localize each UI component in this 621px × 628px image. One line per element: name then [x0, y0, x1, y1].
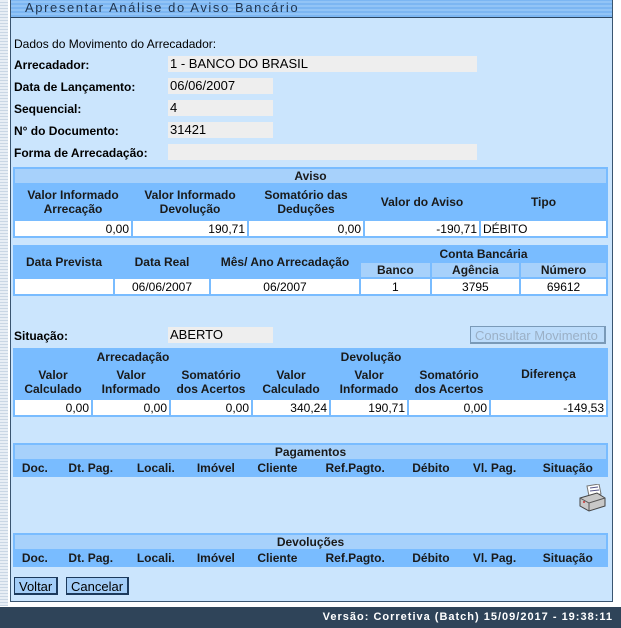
devolucoes-title: Devoluções	[15, 535, 606, 549]
field-label-forma: Forma de Arrecadação:	[14, 146, 148, 160]
page-title: Apresentar Análise do Aviso Bancário	[11, 0, 612, 18]
printer-icon[interactable]	[577, 484, 607, 512]
field-sequencial: 4	[168, 100, 273, 116]
col-header: Débito	[412, 461, 450, 475]
cell: 0,00	[249, 221, 363, 236]
col-header: Locali.	[136, 551, 175, 565]
col-header: Ref.Pagto.	[325, 551, 385, 565]
col-header: Valor Informado	[339, 368, 399, 396]
cell: 69612	[521, 279, 606, 294]
col-header: Locali.	[136, 461, 175, 475]
col-header: Doc.	[21, 551, 48, 565]
field-arrecadador: 1 - BANCO DO BRASIL	[168, 56, 477, 72]
section-label: Dados do Movimento do Arrecadador:	[14, 37, 217, 51]
datas-table: Data Prevista Data Real Mês/ Ano Arrecad…	[13, 245, 608, 296]
cell: 190,71	[133, 221, 247, 236]
col-header: Tipo	[530, 195, 557, 209]
col-header: Vl. Pag.	[472, 461, 517, 475]
diferenca-header: Diferença	[521, 367, 576, 381]
col-header: Débito	[412, 551, 450, 565]
field-label-sequencial: Sequencial:	[14, 102, 82, 116]
situacao-label: Situação:	[14, 329, 69, 343]
field-forma-arrecadacao	[168, 144, 477, 160]
cell: 0,00	[409, 400, 489, 415]
col-header: Situação	[542, 461, 593, 475]
col-header: Data Real	[134, 255, 190, 269]
arrecadacao-header: Arrecadação	[96, 350, 170, 364]
cell: 06/2007	[211, 279, 359, 294]
col-header: Somatório das Deduções	[264, 188, 348, 216]
field-data-lancamento: 06/06/2007	[168, 78, 273, 94]
left-strip	[0, 0, 8, 606]
col-header: Imóvel	[196, 551, 235, 565]
cell: 0,00	[171, 400, 251, 415]
cell: 0,00	[15, 221, 131, 236]
col-header: Somatório dos Acertos	[176, 368, 246, 396]
col-header: Situação	[542, 551, 593, 565]
main-panel: Apresentar Análise do Aviso Bancário	[10, 0, 613, 602]
col-header: Ref.Pagto.	[325, 461, 385, 475]
conta-title: Conta Bancária	[439, 247, 528, 261]
col-header: Valor Informado Devolução	[144, 188, 236, 216]
cell	[15, 279, 113, 294]
col-header: Imóvel	[196, 461, 235, 475]
col-header: Valor Calculado	[262, 368, 320, 396]
col-header: Valor do Aviso	[380, 195, 464, 209]
col-header: Mês/ Ano Arrecadação	[220, 255, 350, 269]
consultar-movimento-button[interactable]: Consultar Movimento	[470, 326, 606, 344]
cell: 0,00	[93, 400, 169, 415]
cell: 0,00	[15, 400, 91, 415]
situacao-field: ABERTO	[168, 327, 273, 343]
col-header: Cliente	[257, 551, 298, 565]
col-header: Data Prevista	[25, 255, 103, 269]
col-header: Doc.	[21, 461, 48, 475]
cell: 190,71	[331, 400, 407, 415]
aviso-title: Aviso	[15, 169, 606, 183]
valores-table: Arrecadação Devolução Diferença Valor Ca…	[13, 348, 608, 417]
col-header: Vl. Pag.	[472, 551, 517, 565]
cell: 06/06/2007	[115, 279, 209, 294]
cell: 3795	[431, 279, 520, 294]
field-documento: 31421	[168, 122, 273, 138]
col-header: Agência	[431, 263, 520, 277]
col-header: Banco	[361, 263, 430, 277]
cancelar-button[interactable]: Cancelar	[66, 577, 130, 595]
col-header: Valor Calculado	[24, 368, 82, 396]
devolucao-header: Devolução	[340, 350, 402, 364]
col-header: Cliente	[257, 461, 298, 475]
cell: 340,24	[253, 400, 329, 415]
col-header: Valor Informado	[101, 368, 161, 396]
devolucoes-table: Devoluções Doc. Dt. Pag. Locali. Imóvel …	[13, 533, 608, 567]
field-label-arrecadador: Arrecadador:	[14, 58, 90, 72]
col-header: Somatório dos Acertos	[414, 368, 484, 396]
field-label-data-lancamento: Data de Lançamento:	[14, 80, 136, 94]
version-footer: Versão: Corretiva (Batch) 15/09/2017 - 1…	[0, 607, 621, 628]
cell: -190,71	[365, 221, 479, 236]
cell: DÉBITO	[481, 221, 606, 236]
col-header: Número	[521, 263, 606, 277]
aviso-table: Aviso Valor Informado Arrecação Valor In…	[13, 167, 608, 238]
cell: -149,53	[491, 400, 606, 415]
field-label-documento: N° do Documento:	[14, 124, 119, 138]
col-header: Dt. Pag.	[68, 551, 114, 565]
col-header: Dt. Pag.	[68, 461, 114, 475]
voltar-button[interactable]: Voltar	[14, 577, 59, 595]
pagamentos-table: Pagamentos Doc. Dt. Pag. Locali. Imóvel …	[13, 443, 608, 477]
cell: 1	[361, 279, 430, 294]
pagamentos-title: Pagamentos	[15, 445, 606, 459]
col-header: Valor Informado Arrecação	[27, 188, 119, 216]
